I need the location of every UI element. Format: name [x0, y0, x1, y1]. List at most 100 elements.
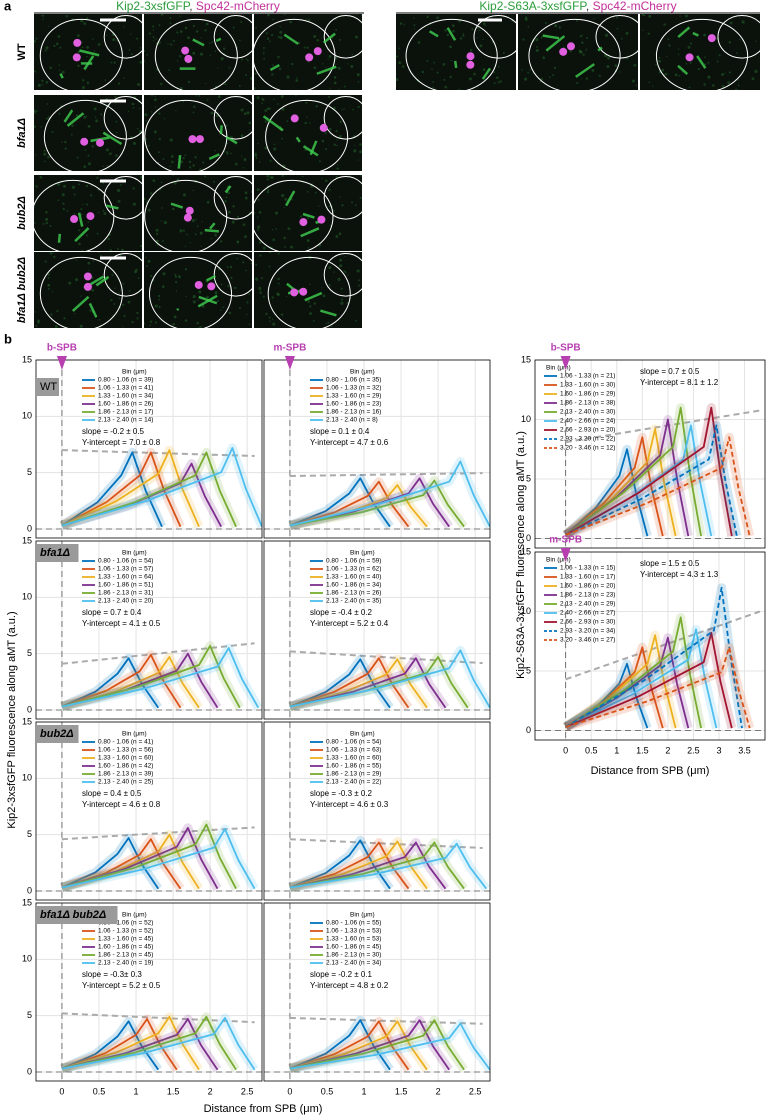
noise: [270, 175, 274, 179]
spb: [290, 288, 299, 297]
noise: [355, 319, 358, 322]
noise: [497, 81, 500, 84]
noise: [263, 50, 265, 53]
noise: [86, 203, 88, 206]
legend-label: 1.86 - 2.13 (n = 38): [560, 400, 615, 407]
microtubule: [283, 33, 299, 45]
slope-label: slope = 0.1 ± 0.4: [310, 427, 370, 436]
spb-label: b-SPB: [551, 343, 581, 354]
noise: [536, 45, 539, 48]
noise: [280, 95, 284, 98]
microtubule: [269, 63, 280, 72]
noise: [155, 239, 159, 243]
noise: [91, 288, 95, 292]
series-line: [565, 616, 702, 729]
legend-label: 1.60 - 1.86 (n = 51): [98, 582, 153, 589]
noise: [209, 42, 211, 44]
cell-outline: [103, 253, 142, 297]
spb-arrow: [560, 548, 571, 562]
noise: [160, 181, 163, 184]
legend-label: 1.33 - 1.60 (n = 17): [560, 574, 615, 581]
y-tick-label: 5: [27, 467, 32, 477]
noise: [321, 287, 323, 289]
noise: [199, 232, 203, 235]
spb-label: b-SPB: [47, 343, 77, 354]
micrograph-content: [144, 95, 252, 171]
noise: [54, 325, 58, 328]
noise: [86, 115, 88, 117]
noise: [267, 189, 270, 192]
noise: [333, 143, 336, 146]
series-line: [61, 647, 260, 709]
noise: [132, 141, 137, 145]
noise: [707, 75, 711, 79]
noise: [130, 33, 132, 35]
legend-label: 0.80 - 1.06 (n = 52): [98, 920, 153, 927]
noise: [443, 78, 446, 81]
noise: [524, 17, 528, 21]
legend-label: 0.80 - 1.06 (n = 39): [98, 377, 153, 384]
noise: [529, 69, 531, 71]
microtubule: [192, 38, 205, 47]
series-line: [565, 436, 664, 537]
legend-label: 1.60 - 1.86 (n = 23): [326, 401, 381, 408]
noise: [115, 131, 118, 134]
legend-label: 1.06 - 1.33 (n = 32): [326, 385, 381, 392]
spb: [299, 287, 308, 296]
noise: [209, 54, 211, 56]
noise: [250, 262, 252, 265]
cell-outline: [323, 96, 362, 140]
noise: [355, 204, 357, 206]
slope-label: slope = 1.5 ± 0.5: [640, 559, 700, 568]
noise: [275, 211, 279, 215]
noise: [94, 116, 97, 118]
slope-label: slope = -0.2 ± 0.1: [310, 970, 373, 979]
slope-label: slope = 0.7 ± 0.5: [640, 367, 700, 376]
noise: [189, 241, 191, 244]
noise: [256, 96, 260, 100]
noise: [220, 309, 222, 312]
noise: [103, 212, 107, 216]
noise: [616, 17, 618, 19]
noise: [97, 211, 100, 214]
noise: [150, 111, 153, 113]
noise: [227, 210, 231, 214]
noise: [716, 60, 719, 63]
noise: [631, 79, 636, 83]
noise: [493, 71, 496, 74]
plot-area: [36, 722, 262, 900]
noise: [229, 265, 233, 269]
noise: [322, 294, 326, 298]
header: Kip2-S63A-3xsfGFP, Spc42-mCherry: [479, 0, 676, 13]
noise: [199, 52, 204, 56]
noise: [306, 217, 310, 220]
noise: [200, 37, 202, 39]
noise: [493, 82, 496, 85]
legend-label: 1.60 - 1.86 (n = 55): [326, 763, 381, 770]
noise: [144, 49, 146, 53]
noise: [113, 303, 116, 306]
noise: [195, 30, 199, 33]
noise: [105, 34, 108, 37]
noise: [158, 305, 161, 308]
noise: [150, 192, 153, 195]
noise: [727, 81, 731, 85]
fit-line: [565, 610, 761, 681]
noise: [353, 149, 357, 153]
legend-label: 2.66 - 2.93 (n = 20): [560, 427, 615, 434]
noise: [333, 76, 337, 79]
noise: [340, 287, 343, 290]
noise: [655, 63, 657, 66]
noise: [479, 44, 483, 48]
panel-label: bfa1Δ: [40, 547, 70, 559]
noise: [46, 103, 49, 105]
cell-outline: [34, 179, 115, 251]
noise: [296, 77, 298, 79]
noise: [284, 245, 286, 248]
legend-label: 1.86 - 2.13 (n = 31): [98, 590, 153, 597]
noise: [278, 67, 282, 71]
noise: [681, 71, 684, 73]
noise: [138, 107, 140, 110]
cell-outline: [39, 256, 123, 328]
